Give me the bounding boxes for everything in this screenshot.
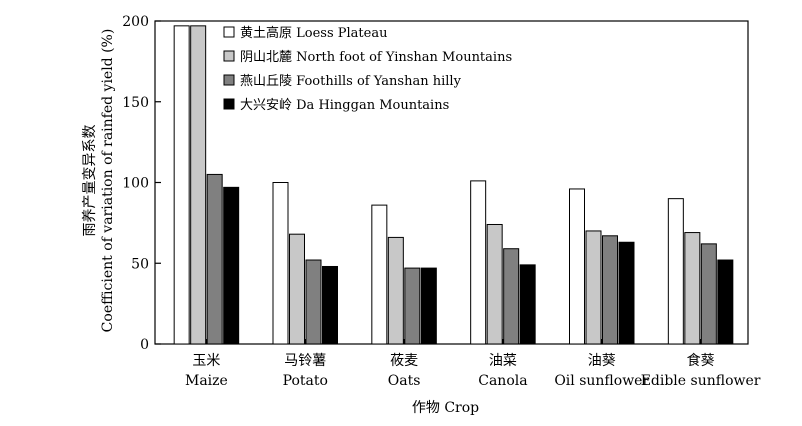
bar-group (470, 180, 536, 345)
bar-group (569, 188, 635, 345)
plot-area (154, 20, 749, 345)
x-tick-label-english: Edible sunflower (641, 373, 761, 389)
y-tick-label: 100 (122, 176, 149, 192)
x-tick-label-english: Oats (388, 373, 421, 389)
bar (569, 188, 585, 345)
legend-swatch (223, 26, 235, 38)
bar (305, 259, 322, 345)
x-tick-label-chinese: 莜麦 (390, 353, 418, 369)
y-tick-label: 0 (140, 337, 149, 353)
bar (486, 223, 503, 345)
bar (190, 25, 207, 345)
x-tick-label-english: Canola (478, 373, 527, 389)
bar (387, 236, 404, 345)
bar (618, 241, 635, 345)
bar (272, 182, 289, 345)
legend-swatch (223, 74, 235, 86)
legend-label: 大兴安岭 Da Hinggan Mountains (240, 98, 449, 113)
bar (322, 265, 338, 345)
bar (585, 230, 602, 345)
bar (667, 198, 684, 345)
x-tick-label-chinese: 玉米 (192, 353, 220, 369)
legend-item: 大兴安岭 Da Hinggan Mountains (223, 98, 449, 113)
x-tick-label-english: Potato (283, 373, 328, 389)
y-axis-title-english: Coefficient of variation of rainfed yiel… (100, 29, 116, 333)
bar-group (371, 204, 437, 345)
bar (700, 243, 717, 345)
y-axis-ticks: 0 50 100 150 200 (122, 14, 161, 353)
legend-item: 黄土高原 Loess Plateau (223, 25, 387, 41)
bar (684, 232, 701, 345)
legend-label: 阴山北麓 North foot of Yinshan Mountains (240, 50, 512, 65)
y-tick-label: 50 (131, 256, 149, 272)
x-axis-title: 作物 Crop (412, 400, 479, 416)
y-tick-label: 150 (122, 95, 149, 111)
bar (223, 186, 240, 345)
plot-border (154, 20, 749, 345)
bar (519, 264, 536, 345)
x-tick-label-chinese: 食葵 (687, 352, 715, 369)
bar (289, 233, 305, 345)
bar-group (667, 198, 734, 345)
bar (602, 235, 618, 345)
bar-group (272, 182, 338, 345)
bar (420, 267, 437, 345)
y-tick-label: 200 (122, 14, 149, 30)
legend-item: 燕山丘陵 Foothills of Yanshan hilly (223, 74, 462, 89)
legend-label: 黄土高原 Loess Plateau (240, 25, 387, 41)
bar (470, 180, 487, 345)
bar (503, 248, 520, 345)
y-axis-title-chinese: 雨养产量变异系数 (82, 125, 98, 237)
x-tick-label-chinese: 油菜 (489, 353, 517, 369)
legend-swatch (223, 50, 235, 62)
legend-swatch (223, 98, 235, 110)
x-tick-label-chinese: 马铃薯 (284, 353, 326, 369)
bar-groups (173, 25, 734, 345)
bar-group (173, 25, 240, 345)
bar (173, 25, 190, 345)
bar (404, 267, 421, 345)
bar (717, 259, 734, 345)
legend: 黄土高原 Loess Plateau 阴山北麓 North foot of Yin… (223, 25, 512, 113)
x-tick-label-chinese: 油葵 (588, 353, 616, 369)
bar (206, 173, 223, 345)
legend-label: 燕山丘陵 Foothills of Yanshan hilly (240, 74, 462, 89)
x-tick-label-english: Oil sunflower (554, 373, 649, 389)
x-axis-categories: 玉米 Maize 马铃薯 Potato 莜麦 Oats 油菜 Canola 油葵 Oil sunf… (185, 339, 761, 389)
bar (371, 204, 388, 345)
legend-item: 阴山北麓 North foot of Yinshan Mountains (223, 50, 512, 65)
x-tick-label-english: Maize (185, 373, 228, 389)
